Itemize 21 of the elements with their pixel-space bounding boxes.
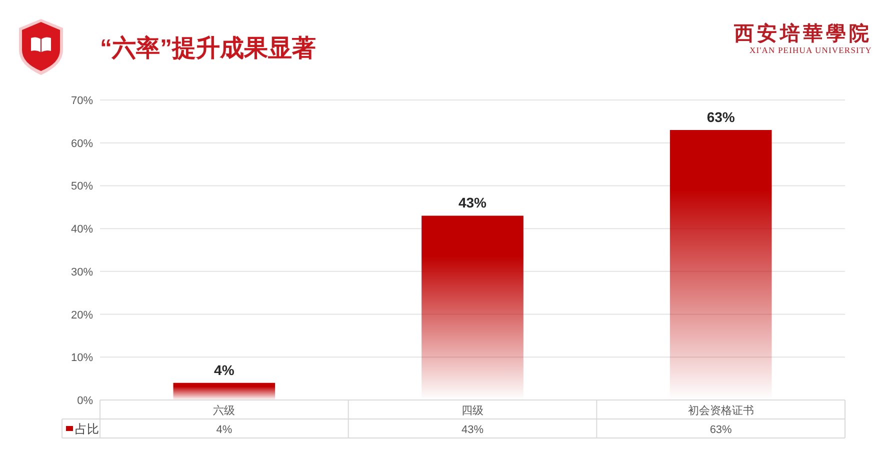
data-label: 63% [706,109,735,125]
y-tick: 40% [70,224,93,236]
title: “六率”提升成果显著 [100,35,316,62]
data-label: 4% [214,362,234,378]
annotation: XI'AN PEIHUA UNIVERSITY [749,45,872,55]
y-tick: 70% [70,95,93,107]
data-label: 43% [458,194,487,211]
annotation: 西安培華學院 [734,23,872,45]
y-tick: 20% [70,309,93,322]
legend-label: 占比 [75,422,99,436]
x-tick: 六级 [213,405,236,417]
table-value: 63% [710,424,732,436]
x-tick: 四级 [462,405,484,417]
table-value: 4% [216,424,232,436]
y-tick: 30% [70,266,93,278]
y-tick: 0% [77,395,93,407]
y-tick: 10% [70,352,93,364]
y-tick: 60% [70,138,93,150]
x-tick: 初会资格证书 [688,405,754,417]
y-tick: 50% [70,180,93,193]
table-value: 43% [461,424,484,436]
